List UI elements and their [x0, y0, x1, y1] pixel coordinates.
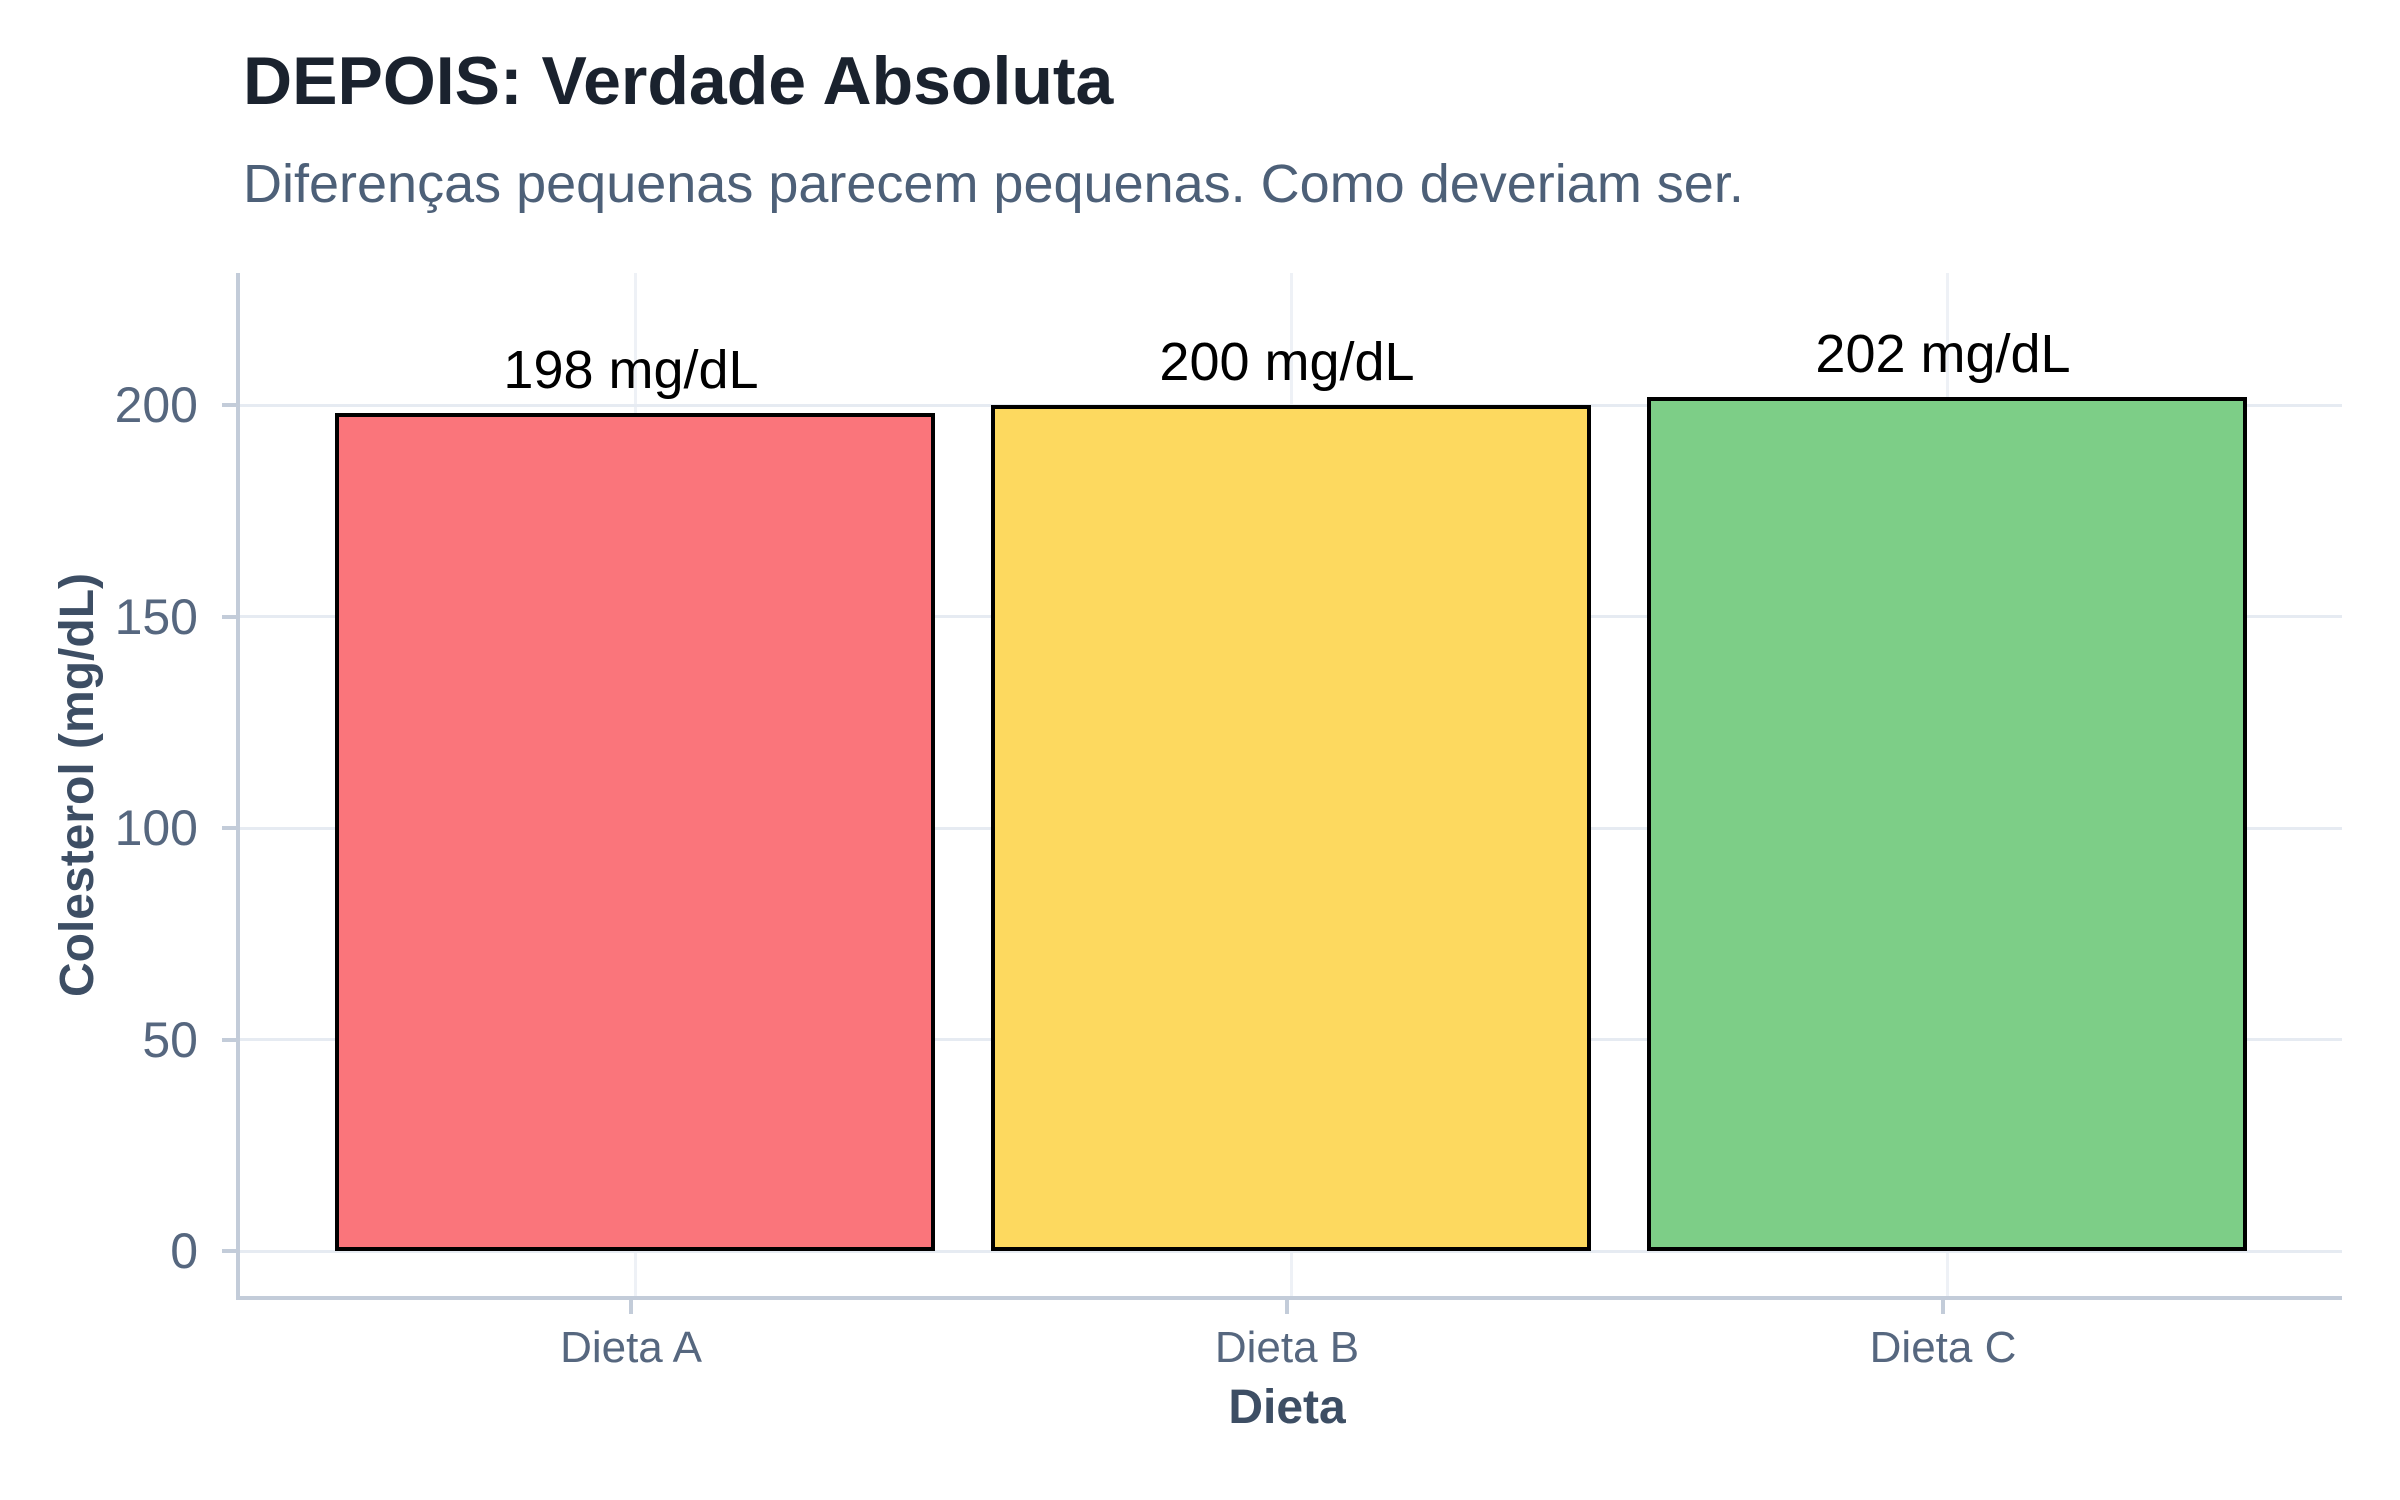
y-tick-label: 150	[114, 588, 198, 645]
y-axis-title: Colesterol (mg/dL)	[51, 572, 104, 997]
bar-value-label: 200 mg/dL	[1159, 332, 1415, 392]
x-tick-label: Dieta B	[1214, 1323, 1360, 1372]
x-tick-mark	[1941, 1298, 1945, 1314]
bar-value-label: 198 mg/dL	[503, 340, 759, 401]
y-gridline	[240, 1249, 2342, 1253]
y-tick-label: 0	[170, 1223, 198, 1279]
y-tick-label: 100	[114, 800, 198, 856]
x-tick-label: Dieta A	[560, 1323, 702, 1372]
x-tick-mark	[629, 1298, 633, 1314]
bar-value-label: 202 mg/dL	[1815, 323, 2071, 384]
bar	[1647, 396, 2247, 1251]
y-tick-mark	[222, 614, 236, 619]
y-tick-label: 200	[114, 377, 198, 433]
y-tick-mark	[222, 403, 236, 407]
chart-title: DEPOIS: Verdade Absoluta	[243, 43, 1114, 119]
x-tick-mark	[1285, 1298, 1289, 1314]
x-tick-label: Dieta C	[1869, 1323, 2017, 1372]
chart-panel	[236, 273, 2342, 1300]
y-tick-mark	[222, 1037, 236, 1042]
x-axis-title: Dieta	[1228, 1381, 1346, 1434]
bar	[335, 413, 935, 1251]
y-tick-mark	[222, 1249, 236, 1253]
chart-subtitle: Diferenças pequenas parecem pequenas. Co…	[243, 154, 1744, 214]
y-tick-label: 50	[142, 1011, 198, 1068]
y-tick-mark	[222, 826, 236, 830]
bar	[991, 405, 1591, 1251]
